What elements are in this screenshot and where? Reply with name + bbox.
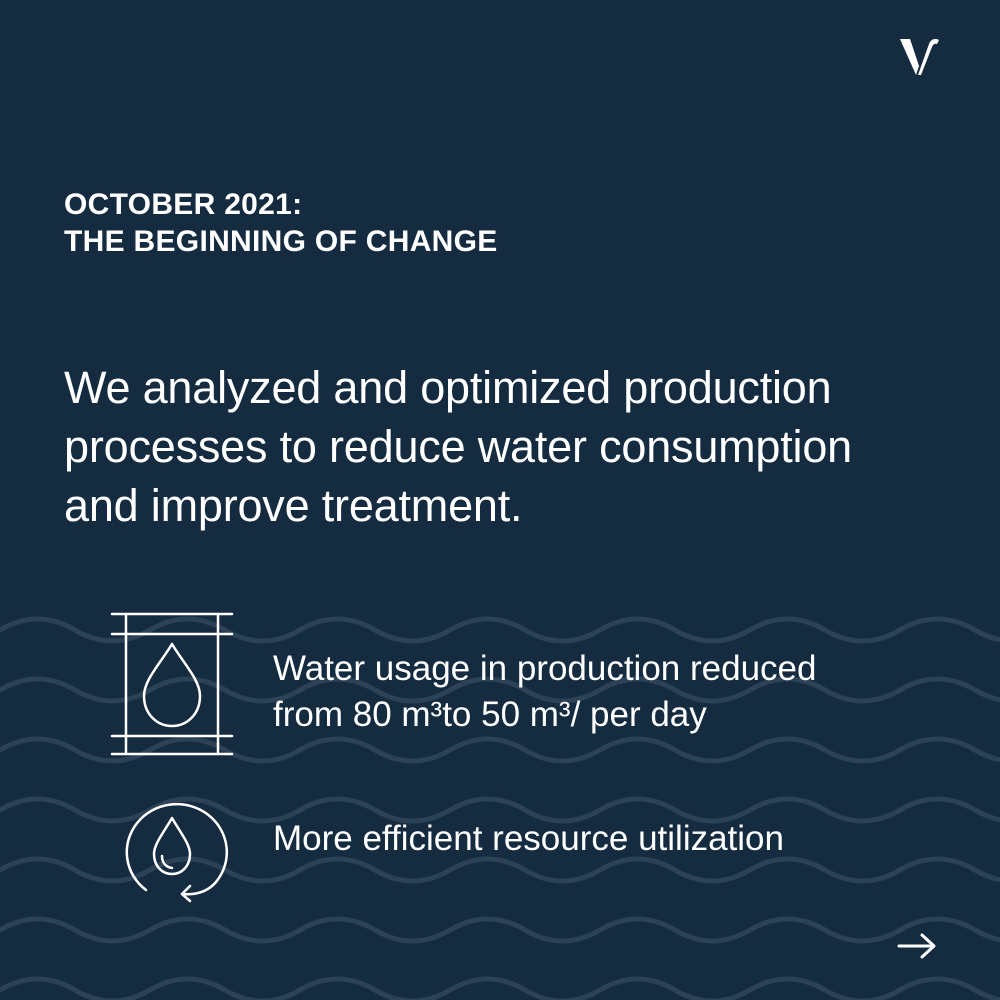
feature-line: Water usage in production reduced [273,649,817,688]
wave-line [0,796,1000,824]
water-cycle-drop-icon [125,803,229,903]
wave-line [0,976,1000,1000]
lead-line: and improve treatment. [64,480,523,531]
lead-line: processes to reduce water consumption [64,421,853,472]
lead-line: We analyzed and optimized production [64,362,832,413]
wave-line [0,676,1000,704]
feature-line: from 80 m³to 50 m³/ per day [273,695,707,734]
section-heading: OCTOBER 2021: THE BEGINNING OF CHANGE [64,186,498,260]
lead-paragraph: We analyzed and optimized production pro… [64,358,984,535]
v-monogram-icon [900,39,939,75]
water-tank-drop-icon [110,612,234,756]
heading-title: THE BEGINNING OF CHANGE [64,225,498,258]
heading-date: OCTOBER 2021: [64,188,303,221]
feature-water-usage: Water usage in production reduced from 8… [273,646,816,738]
wave-line [0,856,1000,884]
wave-line [0,916,1000,944]
feature-resource-utilization: More efficient resource utilization [273,816,784,862]
wave-line [0,616,1000,644]
feature-line: More efficient resource utilization [273,819,784,858]
arrow-right-icon[interactable] [896,930,940,962]
wave-line [0,736,1000,764]
